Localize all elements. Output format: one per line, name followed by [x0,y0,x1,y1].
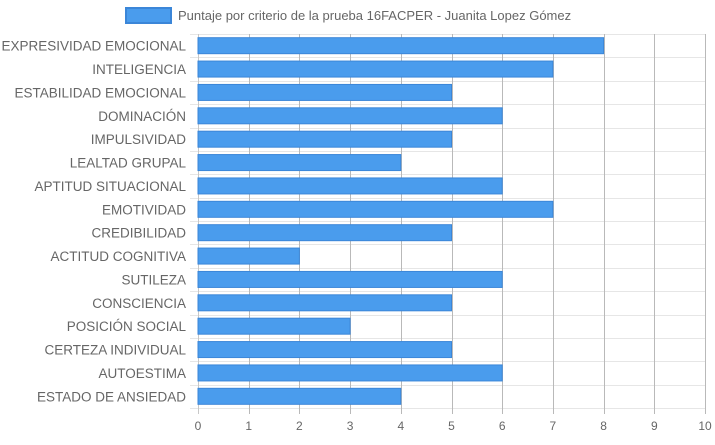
x-axis-labels: 0 1 2 3 4 5 6 7 8 9 10 [195,419,712,433]
bar[interactable] [197,154,402,172]
bar[interactable] [197,200,554,218]
x-tick-label: 5 [448,419,455,433]
category-label: ESTADO DE ANSIEDAD [37,389,186,404]
bar[interactable] [197,247,300,265]
bar[interactable] [197,224,452,242]
x-tick-label: 3 [347,419,354,433]
bar[interactable] [197,294,452,312]
category-label: APTITUD SITUACIONAL [34,179,186,194]
x-tick-label: 9 [651,419,658,433]
category-label: CREDIBILIDAD [91,226,186,241]
x-tick-label: 1 [245,419,252,433]
category-label: ACTITUD COGNITIVA [50,249,186,264]
category-label: EMOTIVIDAD [102,202,186,217]
category-label: ESTABILIDAD EMOCIONAL [14,85,186,100]
bar[interactable] [197,387,402,405]
bar[interactable] [197,270,503,288]
x-tick-label: 6 [499,419,506,433]
category-label: DOMINACIÓN [98,109,186,124]
bar[interactable] [197,364,503,382]
category-label: LEALTAD GRUPAL [70,156,187,171]
bar[interactable] [197,83,452,101]
category-label: POSICIÓN SOCIAL [67,319,187,334]
bars [197,37,605,405]
x-tick-label: 0 [195,419,202,433]
x-tick-label: 8 [600,419,607,433]
gridlines [190,34,706,414]
x-tick-label: 7 [550,419,557,433]
category-label: IMPULSIVIDAD [91,132,187,147]
legend-swatch[interactable] [125,7,172,24]
category-label: EXPRESIVIDAD EMOCIONAL [1,39,186,54]
category-label: CERTEZA INDIVIDUAL [44,343,186,358]
bar[interactable] [197,107,503,125]
bar[interactable] [197,317,351,335]
y-axis-labels: EXPRESIVIDAD EMOCIONAL INTELIGENCIA ESTABI… [1,39,186,405]
legend-label[interactable]: Puntaje por criterio de la prueba 16FACP… [178,8,571,23]
x-tick-label: 2 [296,419,303,433]
bar[interactable] [197,37,605,55]
bar[interactable] [197,60,554,78]
category-label: INTELIGENCIA [92,62,186,77]
category-label: SUTILEZA [121,272,186,287]
bar[interactable] [197,341,452,359]
bar[interactable] [197,130,452,148]
legend[interactable]: Puntaje por criterio de la prueba 16FACP… [125,7,571,24]
category-label: CONSCIENCIA [92,296,186,311]
bar[interactable] [197,177,503,195]
category-label: AUTOESTIMA [98,366,186,381]
x-tick-label: 4 [397,419,404,433]
x-tick-label: 10 [698,419,712,433]
